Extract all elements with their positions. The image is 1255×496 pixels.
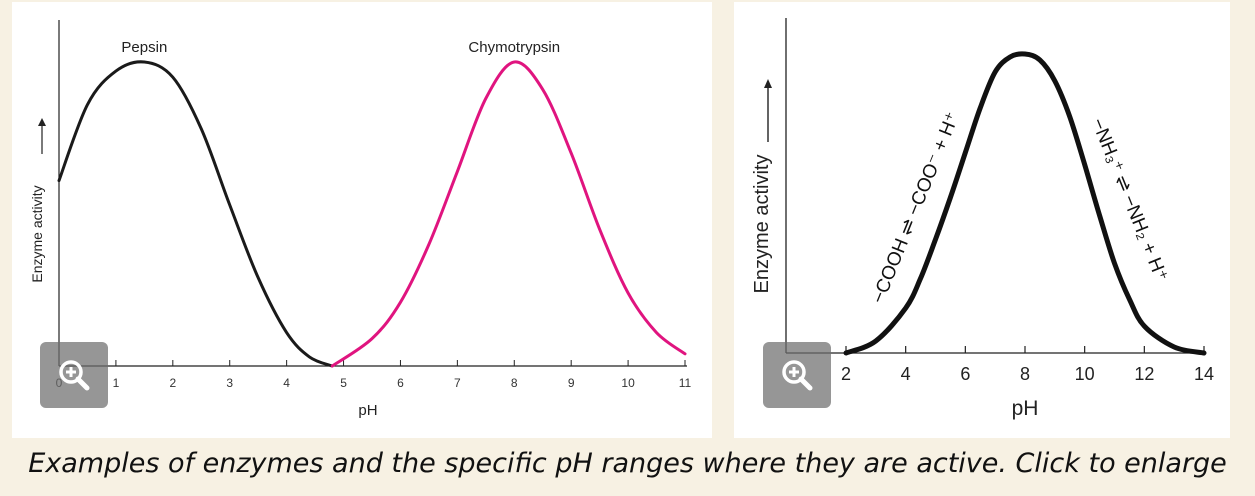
ph-enzyme-chart-right: 2 4 6 8 10 12 14 pH Enzyme activity −COOH ⇌ −COO⁻… <box>751 18 1214 420</box>
x-tick-label: 1 <box>113 376 120 390</box>
x-tick-label: 6 <box>960 364 970 384</box>
figure-caption[interactable]: Examples of enzymes and the specific pH … <box>28 448 1227 479</box>
x-tick-label: 11 <box>679 376 692 390</box>
x-tick-label: 2 <box>169 376 176 390</box>
series-line-pepsin <box>57 60 334 368</box>
x-tick-label: 4 <box>283 376 290 390</box>
left-chart-panel[interactable]: 01234567891011pHEnzyme activityPepsinChy… <box>12 2 712 438</box>
x-tick-label: 2 <box>841 364 851 384</box>
annotation-carboxyl-equilibrium: −COOH ⇌ −COO⁻ + H⁺ <box>868 109 964 306</box>
x-tick-label: 4 <box>901 364 911 384</box>
series-line <box>843 51 1207 356</box>
x-tick-label: 10 <box>1075 364 1095 384</box>
x-tick-label: 9 <box>568 376 575 390</box>
series-label-pepsin: Pepsin <box>121 39 167 56</box>
x-tick-label: 7 <box>454 376 461 390</box>
x-tick-label: 14 <box>1194 364 1214 384</box>
x-axis-label: pH <box>1012 397 1039 420</box>
x-tick-label: 10 <box>621 376 635 390</box>
series-label-chymotrypsin: Chymotrypsin <box>468 39 560 56</box>
zoom-left-button[interactable] <box>40 342 108 408</box>
zoom-in-icon <box>782 360 813 391</box>
y-axis-arrowhead <box>38 118 46 126</box>
x-tick-label: 3 <box>226 376 233 390</box>
x-tick-label: 5 <box>340 376 347 390</box>
zoom-in-icon <box>59 360 90 391</box>
x-axis-label: pH <box>358 402 377 419</box>
series-line-chymotrypsin <box>330 60 687 368</box>
x-tick-label: 8 <box>1020 364 1030 384</box>
y-axis-label: Enzyme activity <box>29 185 45 282</box>
x-tick-label: 12 <box>1134 364 1154 384</box>
x-tick-label: 8 <box>511 376 518 390</box>
annotation-amino-equilibrium: −NH₃⁺ ⇌ −NH₂ + H⁺ <box>1087 115 1172 284</box>
ph-enzyme-chart-left: 01234567891011pHEnzyme activityPepsinChy… <box>29 20 692 419</box>
y-axis-label: Enzyme activity <box>751 155 773 294</box>
y-axis-arrowhead <box>764 79 772 88</box>
x-tick-label: 6 <box>397 376 404 390</box>
zoom-right-button[interactable] <box>763 342 831 408</box>
